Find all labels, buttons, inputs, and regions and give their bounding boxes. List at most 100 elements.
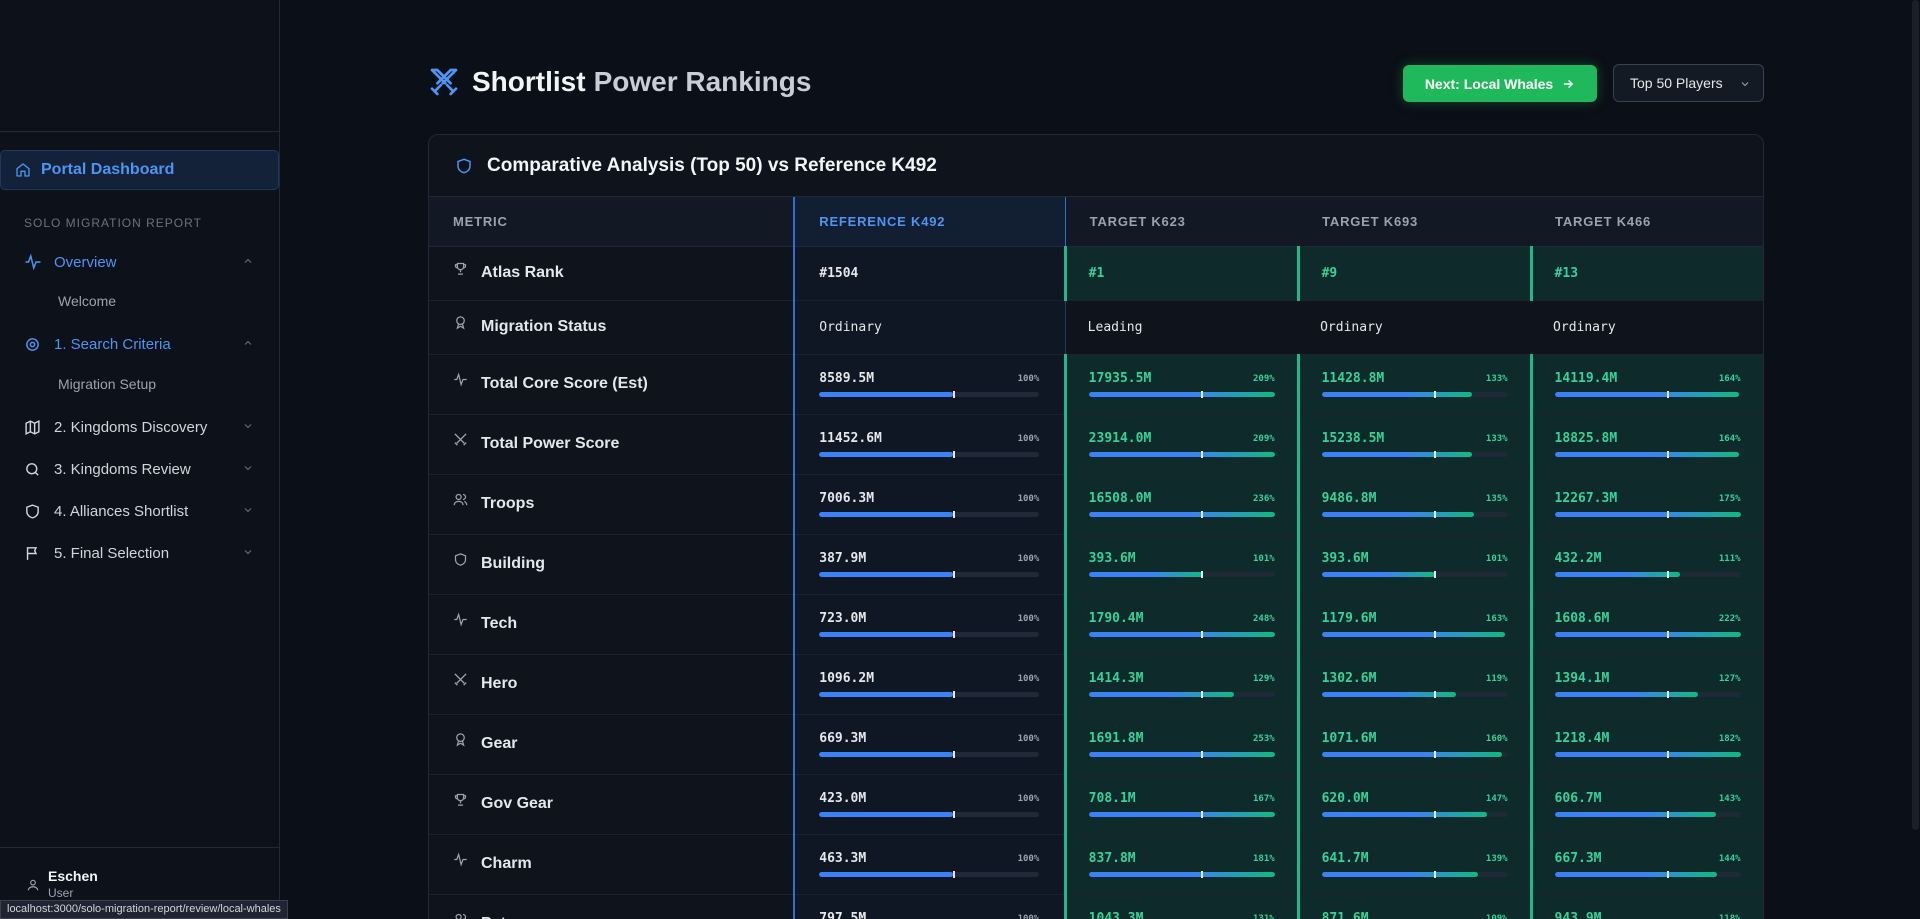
comparison-table-body: Atlas Rank #1504 #1 #9 #13 Migration Status Or… — [429, 246, 1763, 919]
metric-percent: 100% — [1017, 914, 1040, 919]
metric-percent: 164% — [1718, 434, 1741, 444]
progress-bar — [1321, 752, 1508, 757]
progress-bar — [1088, 812, 1275, 817]
metric-percent: 133% — [1485, 434, 1508, 444]
progress-bar-fill — [819, 752, 953, 757]
page-title: Shortlist Power Rankings — [428, 66, 811, 98]
metric-value: 1218.4M — [1554, 731, 1610, 746]
sidebar-item-search-criteria[interactable]: 1. Search Criteria — [24, 330, 254, 358]
reference-marker — [1667, 511, 1670, 518]
progress-bar — [1088, 632, 1275, 637]
metric-label: Pets — [481, 915, 515, 919]
table-row: Building 387.9M 100% 393.6M 101% 393.6M 101% 43… — [429, 534, 1763, 595]
progress-bar — [1321, 812, 1508, 817]
progress-bar-fill — [1554, 752, 1741, 757]
next-local-whales-button[interactable]: Next: Local Whales — [1403, 65, 1597, 102]
metric-percent: 100% — [1017, 494, 1040, 504]
user-name: Eschen — [48, 868, 98, 884]
reference-cell: 1096.2M 100% — [793, 654, 1066, 715]
reference-marker — [952, 691, 955, 698]
sidebar-item-kingdoms-discovery[interactable]: 2. Kingdoms Discovery — [24, 413, 254, 441]
metric-percent: 118% — [1718, 914, 1741, 919]
players-select-value: Top 50 Players — [1630, 75, 1723, 91]
sidebar-section-label: SOLO MIGRATION REPORT — [24, 216, 202, 230]
sidebar-item-overview[interactable]: Overview — [24, 248, 254, 276]
metric-value: 797.5M — [819, 911, 867, 919]
metric-value-box: 393.6M 101% — [1088, 551, 1275, 578]
progress-bar-fill — [819, 512, 953, 517]
sidebar-item-label: 3. Kingdoms Review — [54, 460, 191, 478]
metric-value: 1302.6M — [1321, 671, 1377, 686]
progress-bar-fill — [1088, 872, 1275, 877]
metric-percent: 144% — [1718, 854, 1741, 864]
metric-percent: 101% — [1252, 554, 1275, 564]
table-row: Total Core Score (Est) 8589.5M 100% 17935.5… — [429, 354, 1763, 415]
progress-bar — [1321, 872, 1508, 877]
reference-marker — [1667, 811, 1670, 818]
reference-marker — [1667, 871, 1670, 878]
target-cell: 1414.3M 129% — [1063, 654, 1299, 715]
metric-percent: 111% — [1718, 554, 1741, 564]
portal-dashboard-link[interactable]: Portal Dashboard — [0, 150, 279, 190]
players-count-select[interactable]: Top 50 Players — [1613, 64, 1764, 102]
metric-value-box: 669.3M 100% — [819, 731, 1040, 758]
page-title-part2: Power Rankings — [593, 66, 812, 97]
sidebar-subitem-migration-setup[interactable]: Migration Setup — [58, 376, 157, 392]
metric-value-box: 9486.8M 135% — [1321, 491, 1508, 518]
status-bar-url: localhost:3000/solo-migration-report/rev… — [0, 900, 288, 919]
metric-value-box: 15238.5M 133% — [1321, 431, 1508, 458]
progress-bar — [1088, 872, 1275, 877]
portal-dashboard-label: Portal Dashboard — [41, 161, 175, 178]
sidebar-item-kingdoms-review[interactable]: 3. Kingdoms Review — [24, 455, 254, 483]
progress-bar-fill — [1554, 872, 1717, 877]
target-cell: 837.8M 181% — [1063, 834, 1299, 895]
metric-value-box: 17935.5M 209% — [1088, 371, 1275, 398]
sidebar-item-final-selection[interactable]: 5. Final Selection — [24, 539, 254, 567]
progress-bar-fill — [1554, 692, 1698, 697]
reference-marker — [1434, 571, 1437, 578]
target-cell: Ordinary — [1298, 300, 1532, 355]
progress-bar-fill — [1554, 632, 1741, 637]
metric-value-box: 1218.4M 182% — [1554, 731, 1741, 758]
reference-cell: 423.0M 100% — [793, 774, 1066, 835]
flag-icon — [24, 544, 42, 562]
progress-bar — [1554, 692, 1741, 697]
user-profile[interactable]: Eschen User — [0, 847, 279, 919]
metric-value: 12267.3M — [1554, 491, 1618, 506]
metric-value: 641.7M — [1321, 851, 1369, 866]
metric-value: 23914.0M — [1088, 431, 1152, 446]
progress-bar-fill — [1088, 692, 1235, 697]
metric-percent: 133% — [1485, 374, 1508, 384]
metric-value: 11452.6M — [819, 431, 882, 446]
target-cell: 1071.6M 160% — [1296, 714, 1532, 775]
target-cell: 17935.5M 209% — [1063, 354, 1299, 415]
metric-value: 708.1M — [1088, 791, 1136, 806]
reference-marker — [1667, 391, 1670, 398]
table-row: Gov Gear 423.0M 100% 708.1M 167% 620.0M 147% 60… — [429, 774, 1763, 835]
progress-bar-fill — [1321, 752, 1502, 757]
metric-value-box: 23914.0M 209% — [1088, 431, 1275, 458]
progress-bar-fill — [1321, 692, 1456, 697]
home-icon — [16, 163, 30, 177]
progress-bar-fill — [1321, 812, 1488, 817]
metric-value: 1179.6M — [1321, 611, 1377, 626]
metric-value: 667.3M — [1554, 851, 1602, 866]
reference-marker — [1201, 451, 1204, 458]
metric-value-box: 708.1M 167% — [1088, 791, 1275, 818]
metric-percent: 100% — [1017, 554, 1040, 564]
reference-marker — [1434, 811, 1437, 818]
column-header-target-3: TARGET K466 — [1531, 197, 1763, 247]
reference-marker — [1667, 631, 1670, 638]
reference-marker — [1434, 631, 1437, 638]
activity-icon — [453, 372, 469, 387]
page-scrollbar-thumb[interactable] — [1912, 0, 1919, 830]
sidebar-item-alliances-shortlist[interactable]: 4. Alliances Shortlist — [24, 497, 254, 525]
progress-bar — [1321, 632, 1508, 637]
metric-cell: Total Core Score (Est) — [429, 354, 795, 415]
metric-value-box: 11452.6M 100% — [819, 431, 1040, 458]
target-cell: 14119.4M 164% — [1529, 354, 1763, 415]
metric-value: 620.0M — [1321, 791, 1369, 806]
progress-bar-fill — [1554, 812, 1716, 817]
sidebar-subitem-welcome[interactable]: Welcome — [58, 293, 117, 309]
metric-label: Total Power Score — [481, 435, 620, 452]
